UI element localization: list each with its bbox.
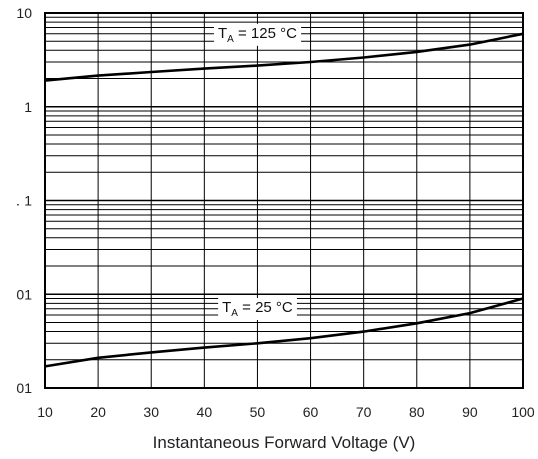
- x-tick-label: 90: [462, 404, 478, 420]
- x-tick-label: 40: [197, 404, 213, 420]
- curve-label: TA = 25 °C: [222, 299, 293, 319]
- x-tick-label: 100: [511, 404, 535, 420]
- annotations: TA = 125 °C TA = 25 °C: [213, 23, 302, 320]
- x-tick-label: 30: [143, 404, 159, 420]
- curve-label: TA = 125 °C: [218, 25, 297, 45]
- series-line: [44, 297, 524, 368]
- y-axis-ticks: 10 1 ․ 1 01 01: [16, 5, 33, 396]
- x-tick-label: 80: [409, 404, 425, 420]
- x-tick-label: 20: [90, 404, 106, 420]
- y-tick-label: ․ 1: [16, 193, 33, 209]
- y-tick-label: 01: [16, 286, 32, 302]
- x-tick-label: 10: [37, 404, 53, 420]
- plot-frame: [44, 12, 524, 389]
- y-tick-label: 01: [16, 380, 32, 396]
- series-lines: [44, 32, 524, 368]
- y-tick-label: 1: [24, 99, 32, 115]
- series-line: [44, 32, 524, 82]
- x-tick-label: 70: [356, 404, 372, 420]
- curve-label-background: [218, 297, 297, 320]
- y-tick-label: 10: [16, 5, 32, 21]
- x-axis-ticks: 10 20 30 40 50 60 70 80 90 100: [37, 404, 535, 420]
- grid: [44, 13, 524, 389]
- curve-label-background: [213, 23, 302, 46]
- x-axis-label: Instantaneous Forward Voltage (V): [153, 433, 416, 452]
- x-tick-label: 60: [303, 404, 319, 420]
- x-tick-label: 50: [250, 404, 266, 420]
